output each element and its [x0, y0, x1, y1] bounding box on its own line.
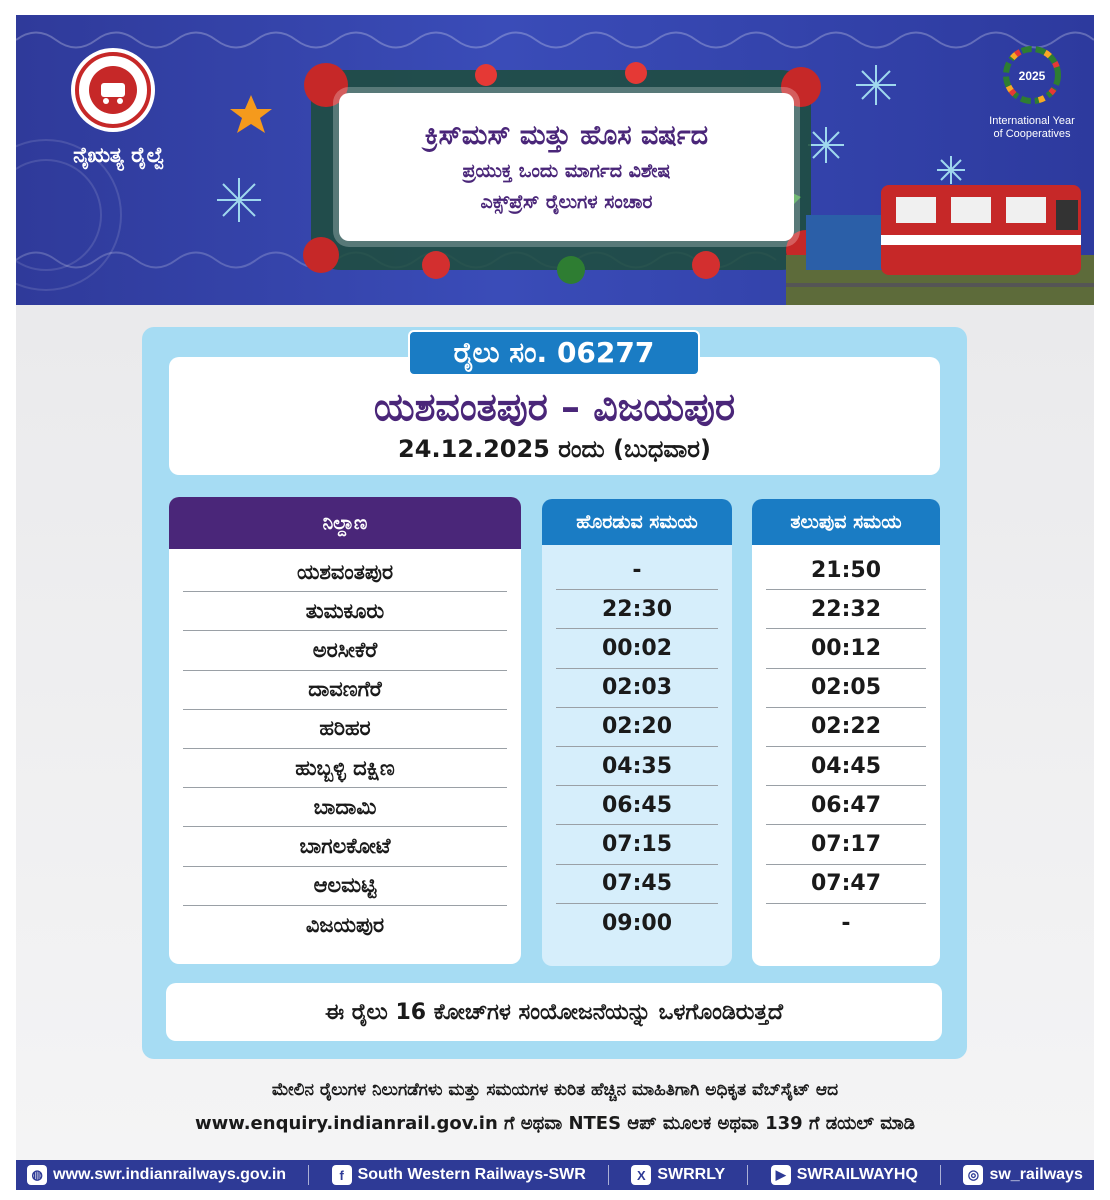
station-cell: ಬಾದಾಮಿ — [183, 788, 507, 828]
facebook-icon: f — [331, 1165, 352, 1185]
route-date: 24.12.2025 ರಂದು (ಬುಧವಾರ) — [398, 435, 711, 463]
station-cell: ಯಶವಂತಪುರ — [183, 553, 507, 593]
departure-cell: 02:03 — [556, 669, 718, 708]
departure-header: ಹೊರಡುವ ಸಮಯ — [542, 499, 732, 545]
youtube-icon: ▶ — [770, 1165, 791, 1185]
footer-facebook[interactable]: f South Western Railways-SWR — [331, 1165, 586, 1185]
arrival-cell: 04:45 — [766, 747, 926, 787]
website-link[interactable]: www.swr.indianrailways.gov.in — [53, 1166, 287, 1183]
instagram-icon: ◎ — [963, 1165, 984, 1185]
station-cell: ದಾವಣಗೆರೆ — [183, 671, 507, 710]
facebook-link[interactable]: South Western Railways-SWR — [357, 1166, 586, 1183]
arrival-cell: 06:47 — [766, 786, 926, 826]
coach-composition-note: ಈ ರೈಲು 16 ಕೋಚ್‌ಗಳ ಸಂಯೋಜನೆಯನ್ನು ಒಳಗೊಂಡಿರು… — [166, 983, 942, 1041]
x-icon: X — [631, 1165, 652, 1185]
footer-youtube[interactable]: ▶ SWRAILWAYHQ — [770, 1165, 918, 1185]
indian-railways-logo-icon — [68, 45, 158, 135]
route-title: ಯಶವಂತಪುರ – ವಿಜಯಪುರ — [373, 385, 736, 429]
station-cell: ಆಲಮಟ್ಟಿ — [183, 867, 507, 906]
title-line-1: ಕ್ರಿಸ್‌ಮಸ್ ಮತ್ತು ಹೊಸ ವರ್ಷದ — [424, 120, 709, 151]
departure-cell: 07:15 — [556, 825, 718, 865]
departure-cell: 06:45 — [556, 786, 718, 826]
station-cell: ಹರಿಹರ — [183, 710, 507, 749]
globe-icon: ◍ — [27, 1165, 48, 1185]
iyc-line-2: of Cooperatives — [993, 128, 1071, 140]
train-illustration — [786, 185, 1094, 305]
arrival-cell: - — [841, 910, 851, 936]
footer-x[interactable]: X SWRRLY — [631, 1165, 725, 1185]
org-name: ನೈಋತ್ಯ ರೈಲ್ವೆ — [73, 143, 165, 167]
departure-column: ಹೊರಡುವ ಸಮಯ - 22:30 00:02 02:03 02:20 04:… — [542, 499, 732, 966]
station-cell: ತುಮಕೂರು — [183, 592, 507, 632]
departure-cell: 07:45 — [556, 865, 718, 904]
station-cell: ಅರಸೀಕೆರೆ — [183, 631, 507, 671]
footer-website[interactable]: ◍ www.swr.indianrailways.gov.in — [27, 1165, 286, 1185]
arrival-cell: 00:12 — [766, 629, 926, 669]
departure-cell: 00:02 — [556, 629, 718, 669]
station-cell: ಹುಬ್ಬಳ್ಳಿ ದಕ್ಷಿಣ — [183, 749, 507, 789]
train-number-badge: ರೈಲು ಸಂ. 06277 — [408, 330, 700, 376]
arrival-cell: 02:05 — [766, 669, 926, 708]
title-card: ಕ್ರಿಸ್‌ಮಸ್ ಮತ್ತು ಹೊಸ ವರ್ಷದ ಪ್ರಯುಕ್ತ ಒಂದು… — [339, 93, 794, 241]
title-line-2: ಪ್ರಯುಕ್ತ ಒಂದು ಮಾರ್ಗದ ವಿಶೇಷ — [462, 160, 671, 182]
instagram-link[interactable]: sw_railways — [989, 1166, 1083, 1183]
arrival-header: ತಲುಪುವ ಸಮಯ — [752, 499, 940, 545]
departure-cell: 22:30 — [556, 590, 718, 630]
iyc-year: 2025 — [1019, 69, 1046, 83]
departure-cell: 02:20 — [556, 708, 718, 747]
footer-divider — [608, 1165, 610, 1185]
arrival-cell: 02:22 — [766, 708, 926, 747]
social-footer: ◍ www.swr.indianrailways.gov.in f South … — [16, 1160, 1094, 1190]
departure-cell: 04:35 — [556, 747, 718, 787]
station-header: ನಿಲ್ದಾಣ — [169, 497, 521, 549]
iyc-caption: International Year of Cooperatives — [976, 115, 1088, 141]
footer-divider — [940, 1165, 942, 1185]
info-line-2[interactable]: www.enquiry.indianrail.gov.in ಗೆ ಅಥವಾ NT… — [194, 1113, 916, 1134]
iyc-line-1: International Year — [989, 115, 1075, 127]
arrival-cell: 21:50 — [766, 551, 926, 591]
departure-cell: 09:00 — [601, 910, 673, 936]
station-column: ನಿಲ್ದಾಣ ಯಶವಂತಪುರ ತುಮಕೂರು ಅರಸೀಕೆರೆ ದಾವಣಗೆ… — [169, 497, 521, 964]
x-link[interactable]: SWRRLY — [657, 1166, 726, 1183]
footer-divider — [747, 1165, 749, 1185]
arrival-column: ತಲುಪುವ ಸಮಯ 21:50 22:32 00:12 02:05 02:22… — [752, 499, 940, 966]
route-card: ಯಶವಂತಪುರ – ವಿಜಯಪುರ 24.12.2025 ರಂದು (ಬುಧವ… — [169, 357, 940, 475]
iyc-2025-logo-icon: 2025 — [996, 39, 1086, 129]
departure-cell: - — [556, 551, 718, 591]
station-cell: ವಿಜಯಪುರ — [305, 912, 385, 937]
youtube-link[interactable]: SWRAILWAYHQ — [796, 1166, 918, 1183]
arrival-cell: 22:32 — [766, 590, 926, 630]
title-line-3: ಎಕ್ಸ್‌ಪ್ರೆಸ್ ರೈಲುಗಳ ಸಂಚಾರ — [480, 191, 653, 213]
footer-instagram[interactable]: ◎ sw_railways — [963, 1165, 1083, 1185]
info-line-1: ಮೇಲಿನ ರೈಲುಗಳ ನಿಲುಗಡೆಗಳು ಮತ್ತು ಸಮಯಗಳ ಕುರಿ… — [271, 1080, 839, 1100]
footer-divider — [308, 1165, 310, 1185]
arrival-cell: 07:47 — [766, 865, 926, 904]
arrival-cell: 07:17 — [766, 825, 926, 865]
station-cell: ಬಾಗಲಕೋಟೆ — [183, 827, 507, 867]
header-banner: ನೈಋತ್ಯ ರೈಲ್ವೆ 2025 International Year of… — [16, 15, 1094, 305]
